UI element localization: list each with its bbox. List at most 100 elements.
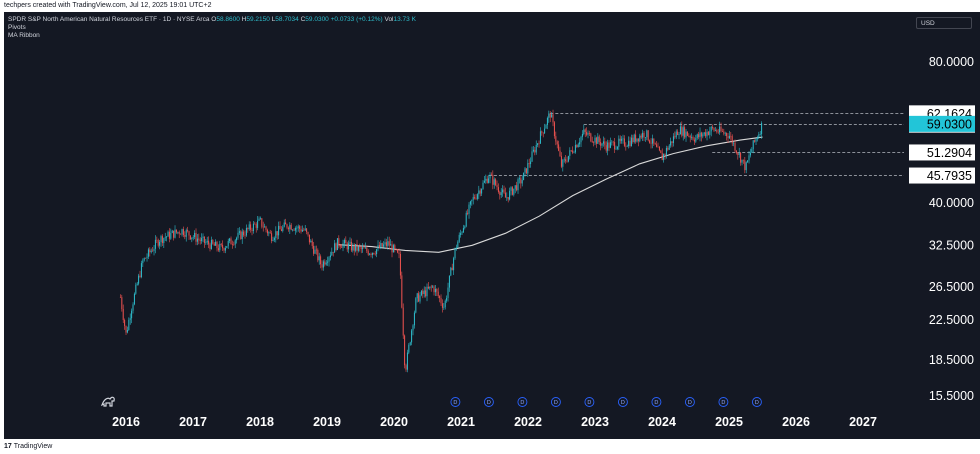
candle-341 xyxy=(597,133,599,144)
current-price-box xyxy=(909,115,975,132)
price-chart[interactable]: D D D D D D D D D D 80.0000 40.0000 32.5000 26.5000 2… xyxy=(4,12,980,439)
candle-body xyxy=(135,284,137,294)
candle-196 xyxy=(394,243,396,253)
candle-body xyxy=(619,138,621,141)
candle-body xyxy=(413,312,415,326)
candle-body xyxy=(544,128,546,134)
candle-body xyxy=(502,189,504,193)
candle-92 xyxy=(248,221,250,231)
candle-body xyxy=(628,140,630,147)
attribution-text: techpers created with TradingView.com, J… xyxy=(4,2,212,9)
candle-413 xyxy=(698,131,700,140)
candle-124 xyxy=(293,228,295,232)
candle-347 xyxy=(605,141,607,153)
candle-152 xyxy=(332,251,334,257)
candle-body xyxy=(383,244,385,247)
candle-422 xyxy=(710,125,712,137)
candle-body xyxy=(409,342,411,345)
candle-178 xyxy=(369,253,371,256)
candle-body xyxy=(761,122,763,135)
candle-131 xyxy=(303,227,305,232)
candle-10 xyxy=(133,292,135,306)
candle-body xyxy=(727,136,729,139)
dividend-label: D xyxy=(688,400,692,406)
candle-363 xyxy=(628,136,630,149)
candle-body xyxy=(433,286,435,293)
candle-body xyxy=(678,134,680,136)
candle-90 xyxy=(245,224,247,237)
candle-41 xyxy=(177,231,179,235)
candle-25 xyxy=(154,235,156,254)
candle-357 xyxy=(619,135,621,144)
time-axis[interactable]: 2016 2017 2018 2019 2020 2021 2022 2023 2024 2025… xyxy=(112,415,877,429)
candle-112 xyxy=(276,231,278,240)
candle-body xyxy=(686,131,688,136)
candle-205 xyxy=(406,349,408,373)
candle-body xyxy=(558,144,560,151)
candle-26 xyxy=(156,236,158,244)
candle-body xyxy=(325,262,327,265)
candle-body xyxy=(658,146,660,151)
dividend-label: D xyxy=(721,400,725,406)
legend-change: +0.0733 (+0.12%) xyxy=(330,16,383,23)
candle-281 xyxy=(513,188,515,197)
candle-body xyxy=(510,187,512,191)
candle-body xyxy=(688,135,690,137)
candle-312 xyxy=(556,140,558,149)
candle-432 xyxy=(724,131,726,137)
candle-34 xyxy=(167,230,169,237)
candle-40 xyxy=(175,229,177,234)
candle-116 xyxy=(282,224,284,233)
candle-250 xyxy=(469,200,471,209)
candle-body xyxy=(142,260,144,264)
candle-252 xyxy=(472,193,474,205)
candle-280 xyxy=(511,186,513,196)
current-price-text: 59.0300 xyxy=(927,117,972,131)
candle-body xyxy=(301,229,303,232)
candle-body xyxy=(436,288,438,292)
candle-body xyxy=(521,180,523,184)
dividend-label: D xyxy=(520,400,524,406)
candle-440 xyxy=(735,150,737,155)
currency-button[interactable]: USD xyxy=(916,17,972,29)
indicator-pivots[interactable]: Pivots xyxy=(8,24,26,31)
candle-body xyxy=(222,244,224,249)
candle-428 xyxy=(719,121,721,135)
candle-body xyxy=(187,230,189,232)
candle-body xyxy=(539,131,541,144)
candle-body xyxy=(495,179,497,185)
price-axis[interactable]: 80.0000 40.0000 32.5000 26.5000 22.5000 18.50… xyxy=(929,55,974,403)
candle-body xyxy=(170,233,172,239)
candle-108 xyxy=(271,230,273,244)
candle-body xyxy=(758,134,760,138)
candle-151 xyxy=(331,247,333,256)
candle-207 xyxy=(409,341,411,346)
candle-body xyxy=(644,137,646,138)
candle-body xyxy=(660,150,662,154)
candle-body xyxy=(755,138,757,142)
candle-body xyxy=(122,309,124,320)
candle-body xyxy=(468,204,470,214)
candle-359 xyxy=(622,134,624,144)
candle-94 xyxy=(251,227,253,236)
candle-410 xyxy=(693,137,695,145)
candle-body xyxy=(602,141,604,144)
candle-57 xyxy=(199,237,201,245)
candle-body xyxy=(377,245,379,250)
candle-body xyxy=(622,138,624,140)
candle-body xyxy=(296,227,298,229)
candle-body xyxy=(192,236,194,238)
candle-body xyxy=(140,263,142,278)
candle-body xyxy=(706,131,708,137)
candle-body xyxy=(297,226,299,228)
candle-body xyxy=(461,232,463,234)
candle-body xyxy=(482,182,484,189)
candle-body xyxy=(244,235,246,236)
candle-body xyxy=(600,141,602,146)
indicator-ma-ribbon[interactable]: MA Ribbon xyxy=(8,32,40,39)
candle-body xyxy=(143,258,145,261)
candle-body xyxy=(650,142,652,144)
candle-168 xyxy=(355,244,357,253)
candle-17 xyxy=(143,257,145,262)
chart-panel[interactable]: D D D D D D D D D D 80.0000 40.0000 32.5000 26.5000 2… xyxy=(4,12,980,439)
